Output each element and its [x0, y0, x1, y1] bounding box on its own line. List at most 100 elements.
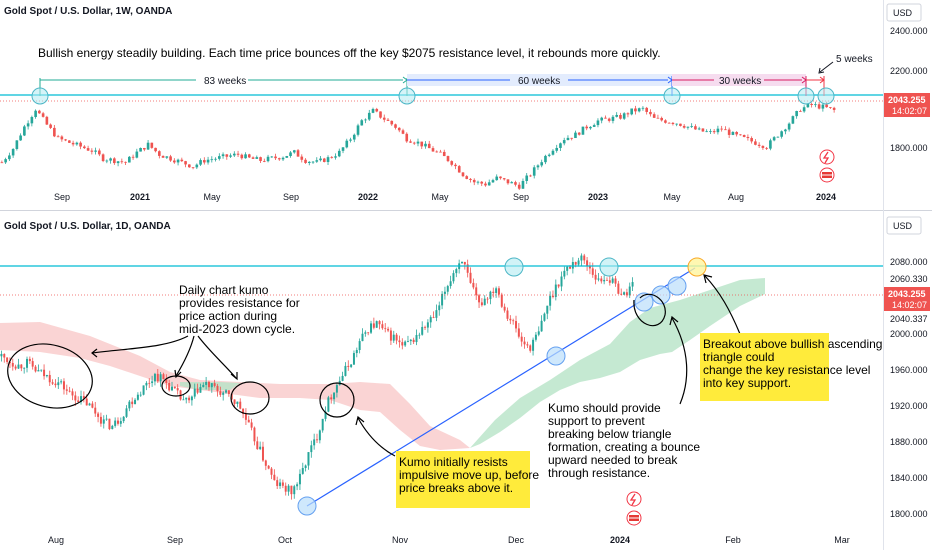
- candle: [60, 381, 63, 383]
- bottom-currency-button[interactable]: [886, 216, 922, 235]
- candle: [664, 120, 667, 123]
- candle: [281, 157, 285, 160]
- candle: [335, 385, 338, 393]
- candle: [802, 107, 806, 112]
- candle: [540, 320, 543, 332]
- candle: [259, 157, 262, 161]
- candle: [94, 407, 97, 414]
- candle: [472, 179, 476, 183]
- breakout-circle: [687, 257, 707, 277]
- candle: [469, 178, 472, 180]
- candle: [435, 310, 438, 318]
- candle: [111, 425, 114, 430]
- top-time-tick: May: [203, 192, 221, 202]
- candle: [128, 401, 131, 409]
- candle: [532, 339, 535, 351]
- candle: [236, 401, 239, 404]
- bottom-price-axis: 2080.000 2060.330 2040.337 2000.000 1960.000…: [890, 257, 928, 519]
- candle: [358, 341, 361, 351]
- bottom-price-tick: 1920.000: [890, 401, 928, 411]
- candle: [230, 394, 233, 400]
- candle: [600, 117, 604, 121]
- candle: [424, 326, 427, 328]
- candle: [176, 159, 180, 163]
- candle: [492, 291, 495, 293]
- candle: [210, 159, 214, 161]
- candle: [506, 310, 509, 319]
- top-candles: [0, 101, 836, 191]
- candle: [344, 365, 347, 376]
- candle: [746, 136, 750, 139]
- candle: [116, 420, 119, 424]
- candle: [483, 298, 486, 306]
- candle: [222, 392, 225, 395]
- candle: [71, 391, 74, 396]
- lightning-event-icon[interactable]: [626, 491, 642, 507]
- candle: [484, 183, 487, 186]
- candle: [11, 148, 15, 156]
- candle: [446, 156, 450, 162]
- candle: [216, 385, 219, 392]
- top-price-tag: [884, 93, 930, 117]
- candle: [604, 117, 607, 119]
- candle: [776, 136, 780, 138]
- candle: [554, 284, 557, 297]
- candle: [404, 341, 407, 346]
- candle: [145, 382, 148, 386]
- top-price-tick-0: 2400.000: [890, 26, 928, 36]
- top-currency-button[interactable]: [886, 3, 922, 22]
- candle: [712, 131, 716, 133]
- candle: [232, 153, 236, 156]
- candle: [4, 159, 7, 163]
- candle: [236, 153, 240, 155]
- candle: [415, 335, 418, 343]
- candle: [136, 394, 139, 400]
- candle: [205, 381, 208, 385]
- candle: [697, 128, 701, 130]
- note-kumo-support-text-line: formation, creating a bounce: [548, 440, 700, 454]
- candle: [497, 288, 500, 295]
- candle: [563, 270, 566, 277]
- candle: [799, 110, 802, 112]
- candle: [199, 160, 202, 165]
- drawn-ellipse: [319, 382, 355, 418]
- candle: [90, 150, 94, 152]
- candle: [57, 382, 60, 386]
- candle: [631, 282, 634, 287]
- candle: [150, 142, 154, 148]
- candle: [301, 468, 304, 474]
- note-kumo-resistance-text-line: mid-2023 down cycle.: [179, 322, 295, 336]
- candle: [450, 161, 454, 165]
- candle: [386, 119, 390, 121]
- candle: [784, 129, 787, 132]
- candle: [446, 286, 449, 292]
- interval-30-weeks: 30 weeks: [672, 74, 807, 96]
- candle: [23, 126, 26, 136]
- candle: [521, 180, 525, 189]
- candle: [14, 366, 17, 369]
- candle: [382, 117, 386, 120]
- bottom-candles: [0, 253, 634, 500]
- bottom-time-tick: Mar: [834, 535, 850, 545]
- note-kumo-support-text-line: through resistance.: [548, 466, 650, 480]
- lightning-event-icon[interactable]: [819, 149, 835, 165]
- candle: [45, 116, 49, 125]
- candle: [637, 108, 641, 112]
- candle: [304, 465, 307, 469]
- candle: [487, 182, 491, 186]
- candle: [267, 465, 270, 469]
- candle: [566, 266, 569, 271]
- top-panel-title: Gold Spot / U.S. Dollar, 1W, OANDA: [4, 6, 172, 17]
- top-time-tick: Sep: [513, 192, 529, 202]
- candle: [401, 342, 404, 346]
- candle: [378, 321, 381, 325]
- candle: [439, 151, 442, 153]
- candle: [6, 357, 9, 362]
- candle: [184, 161, 187, 165]
- note-breakout-text-line: change the key resistance level: [703, 363, 870, 377]
- candle: [401, 130, 405, 134]
- candle: [570, 137, 574, 139]
- candle: [381, 324, 384, 329]
- candle: [37, 370, 40, 372]
- note-breakout: Breakout above bullish ascending triangl…: [703, 337, 886, 390]
